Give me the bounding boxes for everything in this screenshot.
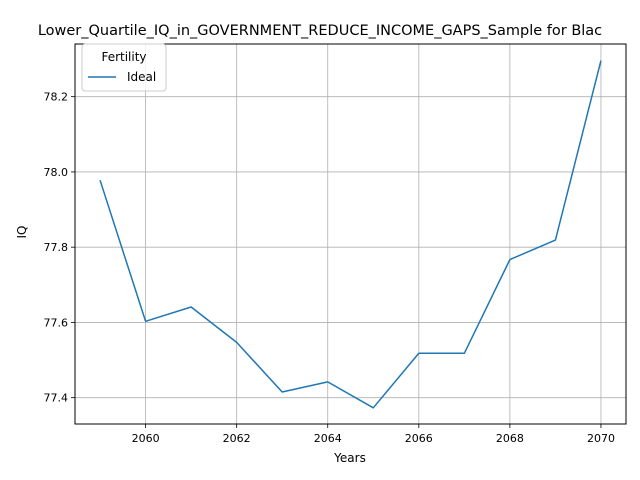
y-tick-label: 77.6 — [44, 316, 69, 329]
y-axis-label: IQ — [15, 226, 29, 239]
x-tick-label: 2064 — [314, 432, 342, 445]
legend-box — [81, 43, 167, 92]
x-tick-label: 2060 — [132, 432, 160, 445]
x-axis-label: Years — [333, 451, 366, 465]
series-lines — [99, 60, 602, 409]
y-axis-ticks: 77.4 77.6 77.8 78.0 78.2 — [44, 91, 75, 405]
x-tick-label: 2068 — [496, 432, 524, 445]
series-line-ideal — [99, 60, 602, 409]
y-tick-label: 78.2 — [44, 91, 69, 104]
x-tick-label: 2070 — [587, 432, 615, 445]
x-tick-label: 2062 — [223, 432, 251, 445]
chart-title: Lower_Quartile_IQ_in_GOVERNMENT_REDUCE_I… — [38, 23, 602, 39]
x-tick-label: 2066 — [405, 432, 433, 445]
y-tick-label: 78.0 — [44, 166, 69, 179]
y-tick-label: 77.4 — [44, 392, 69, 405]
axes-frame — [74, 43, 627, 425]
legend: Fertility Ideal — [81, 43, 167, 92]
grid-lines — [75, 44, 626, 424]
x-axis-ticks: 2060 2062 2064 2066 2068 2070 — [132, 424, 615, 445]
legend-title: Fertility — [101, 50, 146, 64]
legend-entry-label: Ideal — [127, 70, 156, 84]
y-tick-label: 77.8 — [44, 241, 69, 254]
